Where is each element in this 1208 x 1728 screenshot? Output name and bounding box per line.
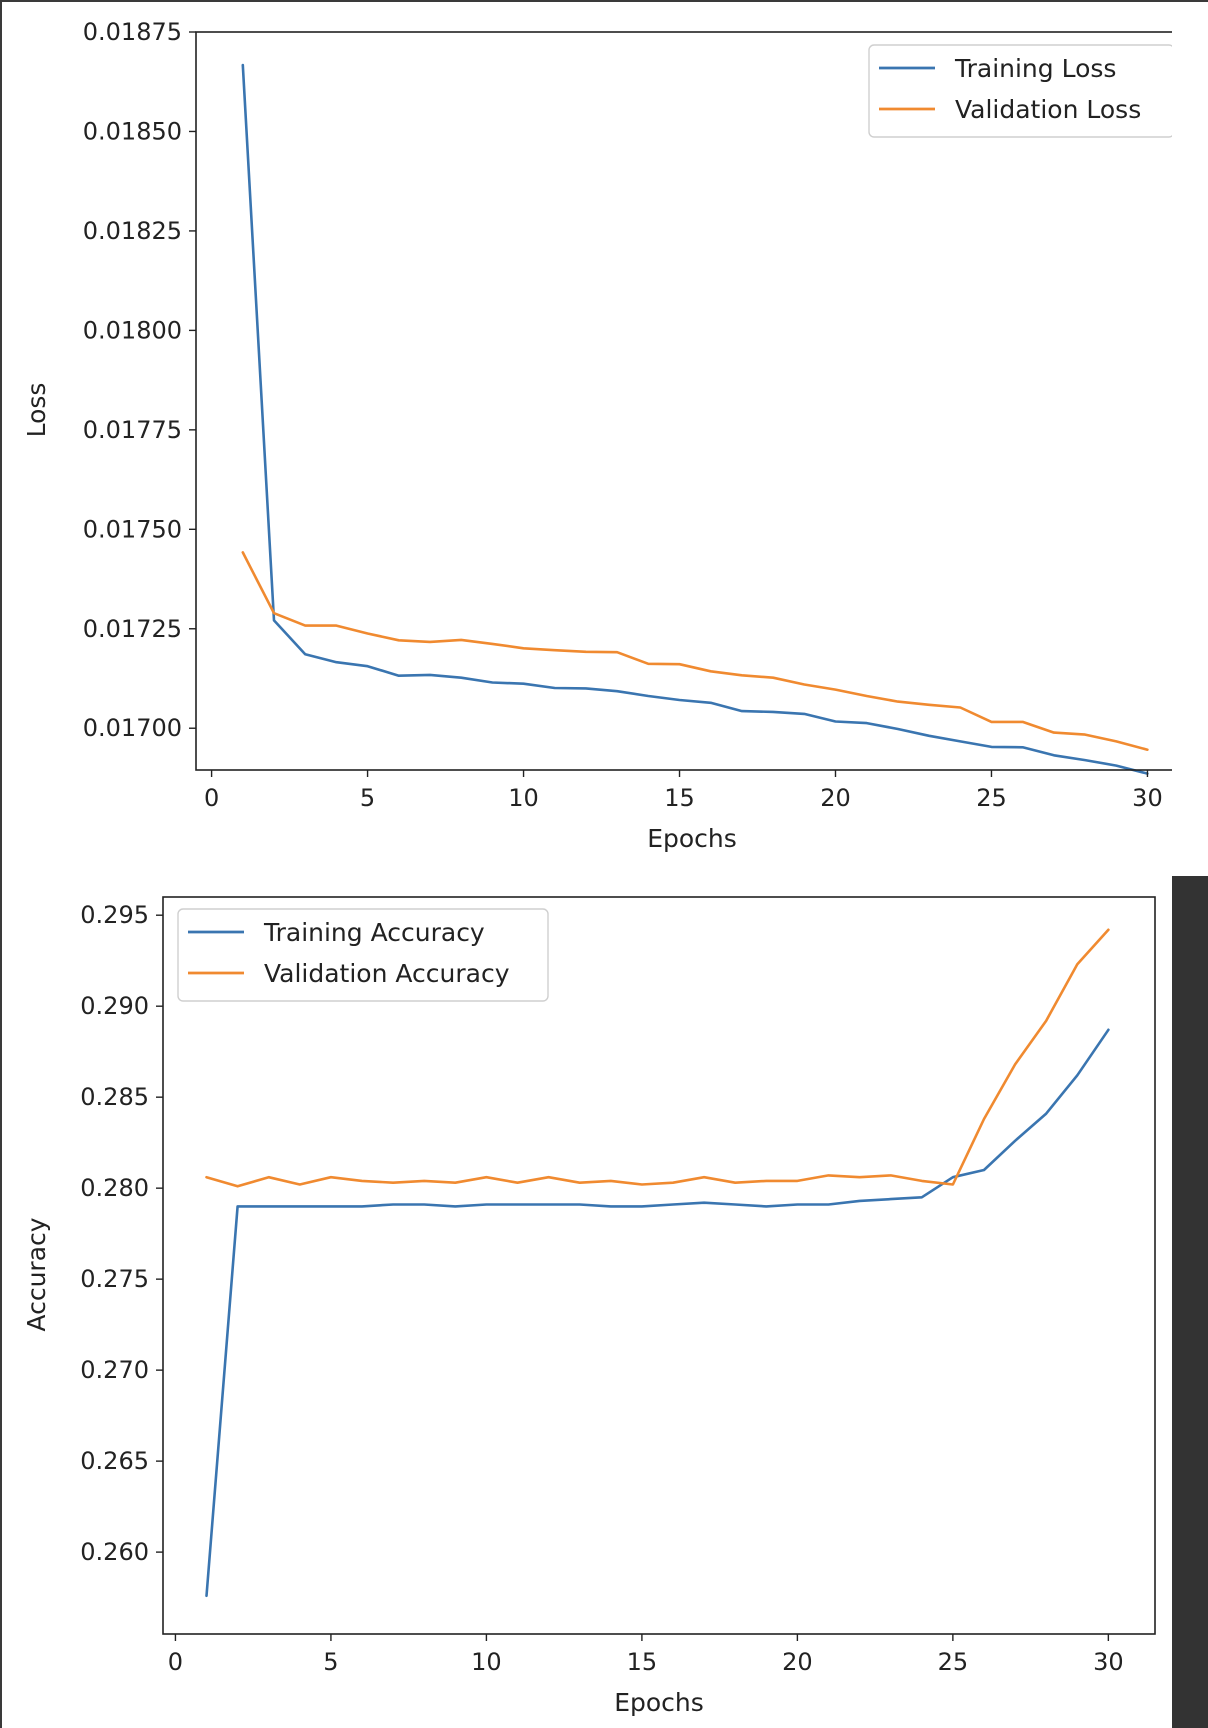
loss-ytick-label: 0.01750 [83, 515, 182, 543]
accuracy-ytick-label: 0.275 [80, 1265, 149, 1293]
accuracy-axes-frame [162, 896, 1156, 1635]
training-history-figure: 0 5 10 15 20 25 30 0.01700 0.01725 0.01750 0.01775… [22, 18, 1172, 1717]
accuracy-ytick-label: 0.290 [80, 992, 149, 1020]
loss-xtick-label: 20 [820, 784, 851, 812]
loss-legend-box [868, 44, 1172, 138]
loss-ytick-label: 0.01800 [83, 316, 182, 344]
accuracy-chart: 0 5 10 15 20 25 30 0.260 0.265 0.270 0.275 0.280 0.2… [22, 896, 1156, 1717]
loss-xtick-label: 5 [360, 784, 375, 812]
accuracy-xtick-label: 30 [1093, 1648, 1124, 1676]
accuracy-ytick-label: 0.265 [80, 1447, 149, 1475]
loss-ytick-label: 0.01700 [83, 714, 182, 742]
loss-xtick-label: 0 [204, 784, 219, 812]
loss-xtick-label: 15 [664, 784, 695, 812]
window-left-edge [0, 0, 2, 1728]
accuracy-legend-label-validation: Validation Accuracy [264, 959, 510, 988]
accuracy-legend: Training Accuracy Validation Accuracy [177, 908, 549, 1002]
loss-xtick-label: 10 [508, 784, 539, 812]
accuracy-xtick-label: 15 [627, 1648, 658, 1676]
accuracy-xtick-label: 20 [782, 1648, 813, 1676]
loss-ytick-label: 0.01725 [83, 615, 182, 643]
accuracy-ytick-label: 0.270 [80, 1356, 149, 1384]
loss-ytick-label: 0.01875 [83, 18, 182, 46]
loss-axes-frame [195, 31, 1172, 771]
accuracy-ytick-label: 0.260 [80, 1538, 149, 1566]
loss-legend-label-training: Training Loss [954, 54, 1116, 83]
loss-series-training-line [241, 63, 1149, 775]
accuracy-xaxis-label: Epochs [614, 1688, 704, 1717]
accuracy-ytick-label: 0.295 [80, 901, 149, 929]
loss-legend: Training Loss Validation Loss [868, 44, 1172, 138]
loss-series-validation-line [241, 551, 1149, 752]
loss-chart: 0 5 10 15 20 25 30 0.01700 0.01725 0.01750 0.01775… [22, 18, 1172, 853]
accuracy-xtick-label: 5 [323, 1648, 338, 1676]
window-top-edge [0, 0, 1208, 2]
accuracy-xtick-label: 25 [938, 1648, 969, 1676]
accuracy-legend-label-training: Training Accuracy [263, 918, 485, 947]
accuracy-series-training-line [205, 1028, 1110, 1598]
loss-ytick-label: 0.01825 [83, 217, 182, 245]
accuracy-legend-box [177, 908, 549, 1002]
loss-legend-label-validation: Validation Loss [955, 95, 1141, 124]
loss-xtick-label: 25 [976, 784, 1007, 812]
accuracy-ytick-label: 0.280 [80, 1174, 149, 1202]
loss-ytick-label: 0.01850 [83, 117, 182, 145]
loss-ytick-label: 0.01775 [83, 416, 182, 444]
accuracy-xtick-label: 10 [471, 1648, 502, 1676]
scrollbar-track[interactable] [1172, 876, 1208, 1728]
accuracy-series-validation-line [205, 928, 1110, 1188]
accuracy-xtick-label: 0 [168, 1648, 183, 1676]
loss-yaxis-label: Loss [22, 383, 51, 438]
loss-xtick-label: 30 [1132, 784, 1163, 812]
accuracy-ytick-label: 0.285 [80, 1083, 149, 1111]
accuracy-yaxis-label: Accuracy [22, 1217, 51, 1331]
loss-xaxis-label: Epochs [647, 824, 737, 853]
